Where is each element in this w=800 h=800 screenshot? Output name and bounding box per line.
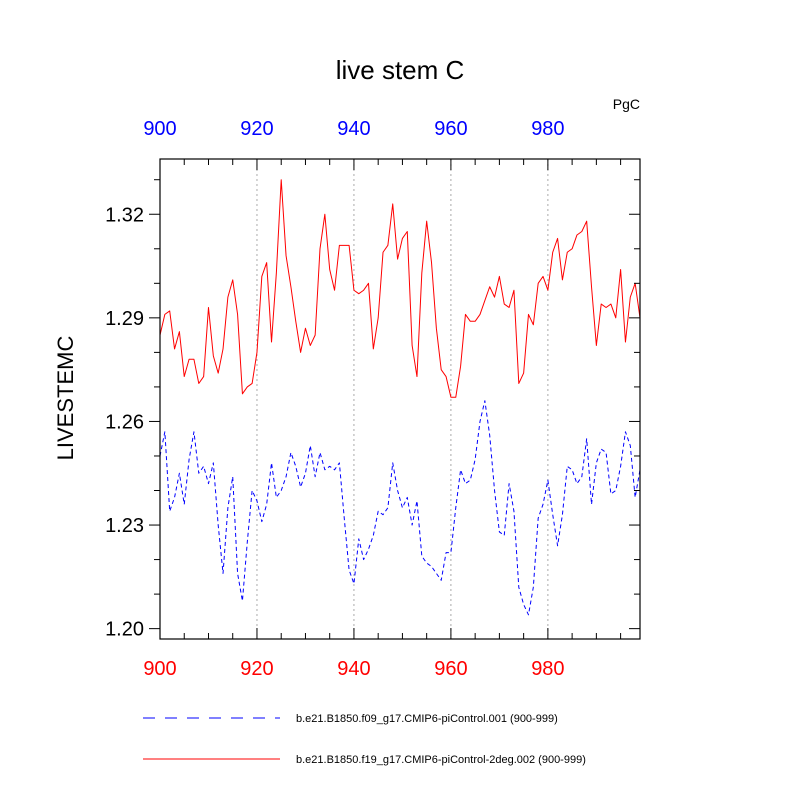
x-tick-label-bottom-4: 980 xyxy=(531,658,564,680)
series-line-1 xyxy=(159,400,641,616)
grid-lines xyxy=(256,159,549,639)
axis-tick-labels: 1.20 1.23 1.26 1.29 1.32 900 900 920 920 940 940 96… xyxy=(105,118,565,680)
x-tick-label-bottom-0: 900 xyxy=(143,658,176,680)
legend: b.e21.B1850.f09_g17.CMIP6-piControl.001 … xyxy=(143,713,586,766)
x-tick-label-bottom-1: 920 xyxy=(240,658,273,680)
x-tick-label-top-3: 960 xyxy=(434,118,467,140)
plot-frame xyxy=(159,158,641,640)
x-tick-label-bottom-2: 940 xyxy=(337,658,370,680)
y-tick-label-2: 1.26 xyxy=(105,411,144,433)
series-lines xyxy=(159,179,641,616)
x-tick-label-top-0: 900 xyxy=(143,118,176,140)
x-tick-label-top-4: 980 xyxy=(531,118,564,140)
x-tick-label-top-1: 920 xyxy=(240,118,273,140)
x-tick-label-bottom-3: 960 xyxy=(434,658,467,680)
y-tick-label-3: 1.29 xyxy=(105,308,144,330)
y-axis-label: LIVESTEMC xyxy=(53,336,78,461)
chart-title: live stem C xyxy=(336,55,465,85)
y-tick-label-4: 1.32 xyxy=(105,204,144,226)
legend-entry-series-1: b.e21.B1850.f09_g17.CMIP6-piControl.001 … xyxy=(296,713,558,725)
y-tick-label-1: 1.23 xyxy=(105,515,144,537)
series-line-2 xyxy=(159,179,641,398)
x-tick-label-top-2: 940 xyxy=(337,118,370,140)
legend-entry-series-2: b.e21.B1850.f19_g17.CMIP6-piControl-2deg… xyxy=(296,754,586,766)
units-label: PgC xyxy=(613,96,640,112)
y-tick-label-0: 1.20 xyxy=(105,619,144,641)
